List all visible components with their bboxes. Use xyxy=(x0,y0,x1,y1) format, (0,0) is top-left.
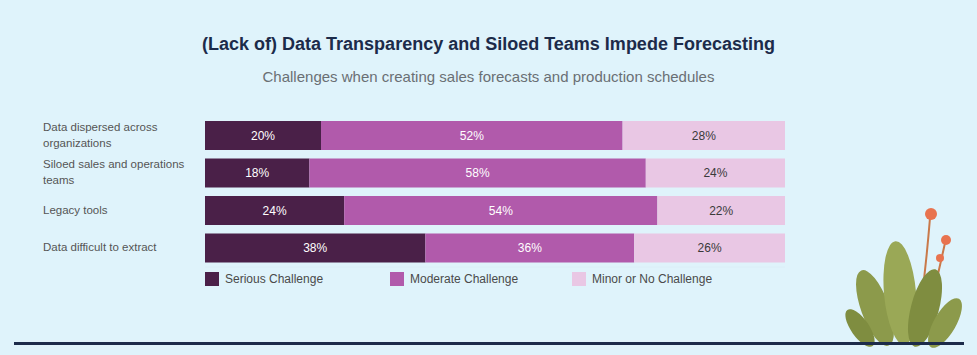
svg-text:26%: 26% xyxy=(698,241,722,255)
svg-text:Data difficult to extract: Data difficult to extract xyxy=(43,241,157,253)
html-text:(Lack of) Data Transparency an: (Lack of) Data Transparency and Siloed T… xyxy=(202,34,775,54)
svg-text:28%: 28% xyxy=(692,129,716,143)
svg-text:22%: 22% xyxy=(709,204,733,218)
svg-text:24%: 24% xyxy=(703,166,727,180)
svg-text:Data dispersed acrossorganizat: Data dispersed acrossorganizations xyxy=(43,121,158,149)
svg-text:38%: 38% xyxy=(303,241,327,255)
html-text:Serious Challenge: Serious Challenge xyxy=(225,272,324,286)
svg-text:18%: 18% xyxy=(245,166,269,180)
svg-text:Siloed sales and operationstea: Siloed sales and operationsteams xyxy=(43,158,185,186)
html-text:Minor or No Challenge: Minor or No Challenge xyxy=(592,272,713,286)
svg-text:20%: 20% xyxy=(251,129,275,143)
svg-text:36%: 36% xyxy=(518,241,542,255)
svg-text:54%: 54% xyxy=(489,204,513,218)
svg-text:52%: 52% xyxy=(460,129,484,143)
svg-text:58%: 58% xyxy=(466,166,490,180)
html-text:Moderate Challenge: Moderate Challenge xyxy=(410,272,519,286)
svg-text:Legacy tools: Legacy tools xyxy=(43,204,108,216)
svg-text:24%: 24% xyxy=(263,204,287,218)
html-text:Challenges when creating sales: Challenges when creating sales forecasts… xyxy=(262,68,715,85)
